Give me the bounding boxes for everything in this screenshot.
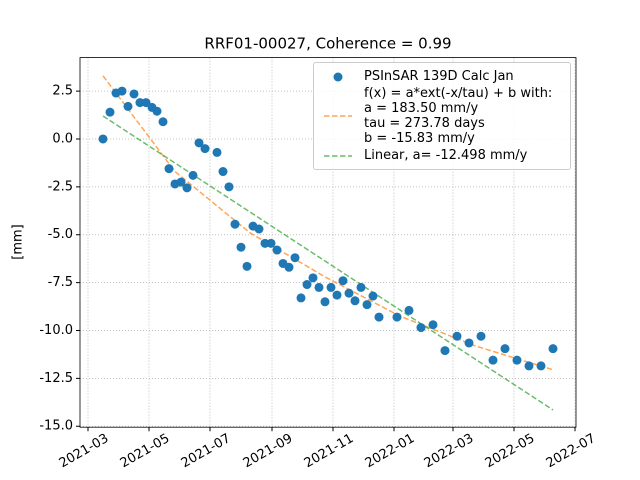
x-tick-label: 2022-01 [363, 431, 418, 471]
point [524, 361, 534, 371]
x-tick-label: 2021-11 [302, 431, 357, 471]
point [464, 338, 474, 348]
point [332, 290, 342, 300]
point [308, 273, 318, 283]
point [236, 242, 246, 252]
point [362, 300, 372, 310]
point [548, 344, 558, 354]
legend-key [333, 72, 343, 81]
legend-marker [333, 72, 343, 81]
x-tick-label: 2021-05 [118, 431, 173, 471]
point [314, 282, 324, 292]
plot-frame [79, 57, 577, 428]
point [368, 291, 378, 301]
y-tick-label: -7.5 [48, 275, 73, 290]
point [176, 177, 186, 187]
point [129, 89, 139, 99]
point [212, 147, 222, 157]
point [344, 288, 354, 298]
point [476, 331, 486, 341]
legend-label: PSInSAR 139D Calc Jan [364, 69, 514, 84]
point [98, 134, 108, 144]
point [374, 312, 384, 322]
y-tick-label: -10.0 [39, 323, 73, 338]
legend-key [324, 115, 352, 117]
legend: PSInSAR 139D Calc Jan f(x) = a*ext(-x/tau… [313, 62, 571, 170]
point [320, 297, 330, 307]
point [302, 280, 312, 290]
y-tick-label: 2.5 [52, 84, 73, 99]
x-tick-label: 2021-03 [57, 431, 112, 471]
point [356, 282, 366, 292]
point [141, 98, 151, 108]
point [164, 164, 174, 174]
y-tick-label: -15.0 [39, 419, 73, 434]
legend-label: f(x) = a*ext(-x/tau) + b with: a = 183.5… [364, 86, 553, 146]
point [404, 305, 414, 315]
point [512, 355, 522, 365]
point [224, 182, 234, 192]
point [428, 320, 438, 330]
x-tick-label: 2021-09 [241, 431, 296, 471]
y-tick-label: -12.5 [39, 371, 73, 386]
y-tick-label: -5.0 [48, 227, 73, 242]
x-tick-label: 2022-05 [483, 431, 538, 471]
point [290, 253, 300, 263]
point [326, 282, 336, 292]
point [200, 144, 210, 154]
point [284, 262, 294, 272]
point [158, 117, 168, 127]
point [105, 107, 115, 117]
fit-line [102, 115, 554, 411]
point [218, 167, 228, 177]
point [536, 361, 546, 371]
x-tick-label: 2022-07 [544, 431, 599, 471]
y-tick-label: 0.0 [52, 131, 73, 146]
point [123, 101, 133, 111]
legend-label: Linear, a= -12.498 mm/y [364, 148, 528, 163]
point [440, 346, 450, 356]
point [242, 261, 252, 271]
point [488, 355, 498, 365]
point [500, 344, 510, 354]
point [230, 219, 240, 229]
legend-entry: PSInSAR 139D Calc Jan [320, 69, 564, 84]
x-tick-label: 2021-07 [179, 431, 234, 471]
point [117, 86, 127, 96]
y-tick-label: -2.5 [48, 179, 73, 194]
point [392, 312, 402, 322]
point [452, 331, 462, 341]
point [272, 245, 282, 255]
x-tick-label: 2022-03 [422, 431, 477, 471]
point [152, 106, 162, 116]
chart-title: RRF01-00027, Coherence = 0.99 [204, 35, 451, 53]
point [296, 293, 306, 303]
point [350, 296, 360, 306]
fit-line [102, 75, 554, 371]
point [188, 170, 198, 180]
legend-entry: Linear, a= -12.498 mm/y [320, 148, 564, 163]
point [254, 224, 264, 234]
point [266, 238, 276, 248]
point [194, 138, 204, 148]
point [182, 183, 192, 193]
legend-key [324, 154, 352, 157]
legend-entry: f(x) = a*ext(-x/tau) + b with: a = 183.5… [320, 86, 564, 146]
y-axis-label: [mm] [11, 224, 26, 259]
point [416, 323, 426, 333]
point [338, 276, 348, 286]
